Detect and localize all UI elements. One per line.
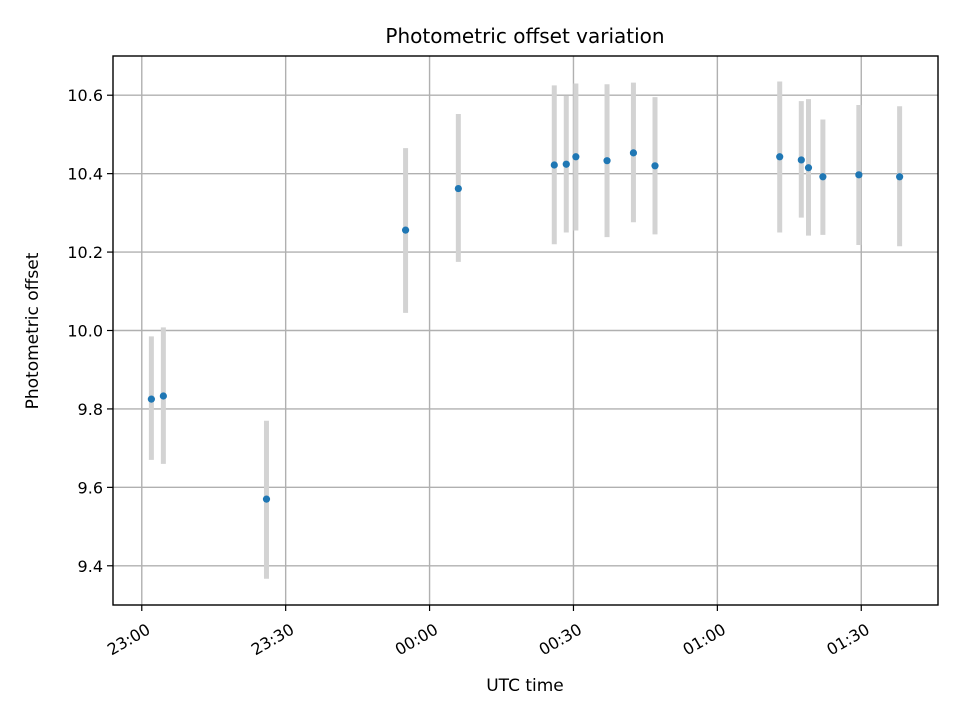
data-points — [147, 149, 904, 503]
y-tick-label: 9.8 — [78, 400, 103, 419]
y-tick-label: 10.0 — [67, 322, 103, 341]
data-point — [562, 160, 570, 168]
x-tick-label: 01:00 — [680, 620, 729, 660]
data-point — [401, 226, 410, 234]
data-point — [776, 153, 784, 161]
data-point — [855, 171, 863, 179]
data-point — [262, 495, 271, 503]
y-axis-ticks: 9.4 9.6 9.8 10.0 10.2 10.4 10.6 — [67, 86, 113, 576]
chart-title: Photometric offset variation — [385, 24, 664, 48]
data-point — [550, 161, 558, 169]
x-tick-label: 01:30 — [823, 620, 872, 660]
data-point — [651, 162, 659, 170]
y-tick-label: 9.4 — [78, 557, 103, 576]
data-point — [454, 184, 462, 193]
y-axis-label: Photometric offset — [23, 252, 43, 409]
x-axis-label: UTC time — [486, 676, 564, 696]
y-tick-label: 10.6 — [67, 86, 103, 105]
data-point — [896, 173, 904, 181]
y-tick-label: 10.2 — [67, 243, 103, 262]
data-point — [819, 173, 827, 181]
x-tick-label: 23:30 — [248, 620, 297, 660]
x-tick-label: 00:00 — [392, 620, 441, 660]
x-axis-ticks: 23:00 23:30 00:00 00:30 01:00 01:30 — [104, 605, 873, 659]
data-point — [629, 149, 638, 157]
data-point — [603, 157, 611, 165]
data-point — [797, 156, 805, 164]
data-point — [159, 392, 167, 400]
grid — [113, 56, 938, 605]
x-tick-label: 23:00 — [104, 620, 153, 660]
data-point — [804, 164, 813, 172]
data-point — [147, 395, 155, 403]
y-tick-label: 10.4 — [67, 165, 103, 184]
data-point — [572, 153, 580, 161]
x-tick-label: 00:30 — [536, 620, 585, 660]
y-tick-label: 9.6 — [78, 478, 103, 497]
